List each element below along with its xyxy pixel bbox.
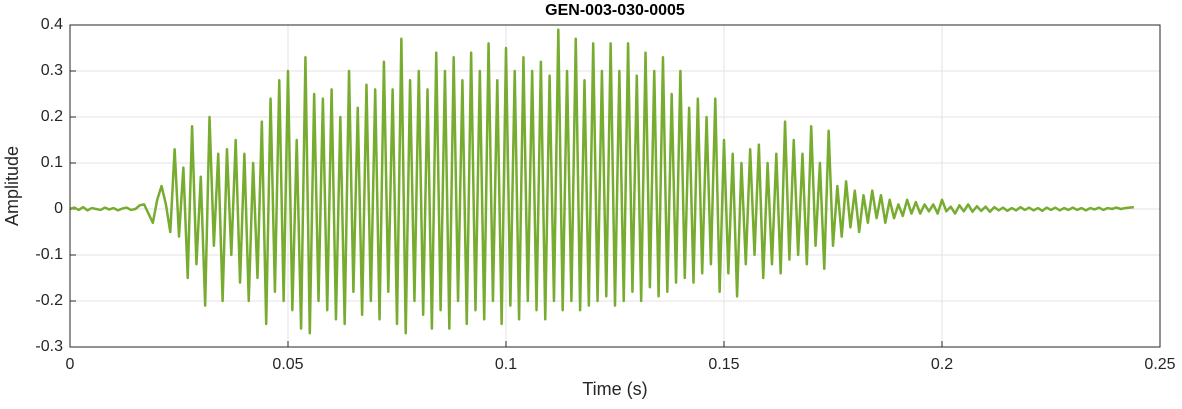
x-tick-label: 0.1 <box>495 356 517 373</box>
x-tick-label: 0.2 <box>931 356 953 373</box>
y-tick-label: 0.1 <box>41 154 63 171</box>
y-tick-label: -0.1 <box>35 246 63 263</box>
x-axis-label: Time (s) <box>582 379 647 399</box>
y-tick-label: 0 <box>54 200 63 217</box>
y-tick-label: -0.2 <box>35 292 63 309</box>
x-tick-label: 0 <box>66 356 75 373</box>
x-tick-label: 0.15 <box>708 356 739 373</box>
y-tick-label: 0.2 <box>41 108 63 125</box>
y-tick-label: 0.3 <box>41 62 63 79</box>
x-tick-label: 0.25 <box>1144 356 1175 373</box>
axes-box <box>69 24 1161 348</box>
y-axis-label: Amplitude <box>2 146 22 226</box>
y-tick-label: 0.4 <box>41 16 63 33</box>
waveform-line <box>69 28 1134 335</box>
y-tick-label: -0.3 <box>35 338 63 355</box>
x-tick-label: 0.05 <box>272 356 303 373</box>
chart-title: GEN-003-030-0005 <box>545 2 685 19</box>
